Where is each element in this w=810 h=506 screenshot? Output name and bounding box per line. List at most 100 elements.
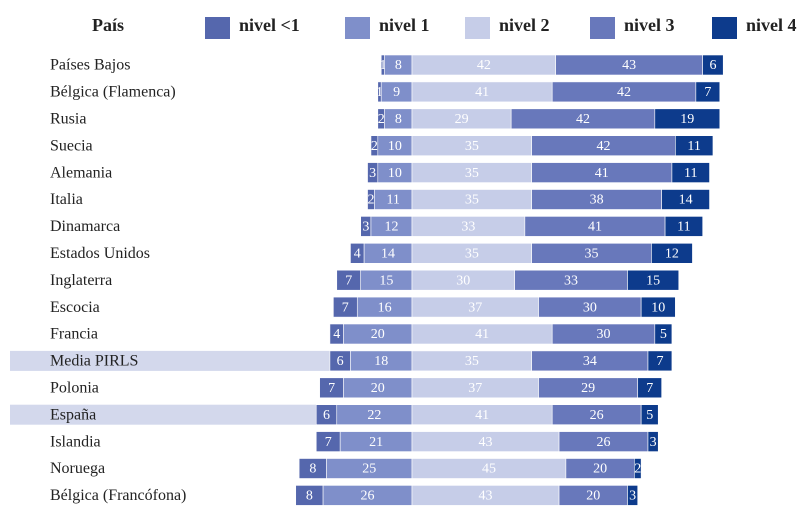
- value-label: 14: [679, 193, 693, 208]
- value-label: 35: [585, 247, 599, 262]
- value-label: 6: [323, 408, 330, 423]
- value-label: 42: [477, 58, 491, 73]
- value-label: 6: [337, 354, 344, 369]
- bar-segment: [640, 404, 659, 426]
- value-label: 10: [651, 300, 665, 315]
- value-label: 33: [461, 220, 475, 235]
- value-label: 35: [465, 139, 479, 154]
- row-label: Bélgica (Flamenca): [50, 84, 176, 101]
- bar-segment: [627, 269, 680, 291]
- value-label: 35: [465, 354, 479, 369]
- value-label: 6: [709, 58, 716, 73]
- value-label: 38: [590, 193, 604, 208]
- value-label: 41: [475, 85, 489, 100]
- row-label: Bélgica (Francófona): [50, 487, 186, 504]
- value-label: 7: [345, 273, 352, 288]
- value-label: 7: [656, 354, 663, 369]
- row-label: Rusia: [50, 110, 86, 127]
- value-label: 26: [361, 489, 375, 504]
- row-label: Alemania: [50, 164, 112, 181]
- value-label: 8: [395, 112, 402, 127]
- row-header: País: [92, 15, 124, 35]
- value-label: 16: [378, 300, 392, 315]
- value-label: 7: [325, 435, 332, 450]
- value-label: 3: [369, 166, 376, 181]
- bar-segment: [654, 108, 721, 130]
- value-label: 7: [646, 381, 653, 396]
- value-label: 3: [650, 435, 657, 450]
- row-label: Media PIRLS: [50, 353, 138, 370]
- row-label: Islandia: [50, 433, 101, 450]
- row-label: Noruega: [50, 460, 105, 477]
- value-label: 21: [369, 435, 383, 450]
- legend-swatch: [465, 17, 490, 39]
- value-label: 1: [376, 85, 383, 100]
- value-label: 20: [586, 489, 600, 504]
- row-label: España: [50, 406, 96, 423]
- value-label: 14: [381, 247, 395, 262]
- bar-segment: [640, 296, 676, 318]
- value-label: 8: [395, 58, 402, 73]
- value-label: 7: [342, 300, 349, 315]
- value-label: 26: [590, 408, 604, 423]
- value-label: 2: [634, 462, 641, 477]
- value-label: 37: [468, 381, 482, 396]
- row-highlight: [10, 350, 330, 371]
- value-label: 7: [704, 85, 711, 100]
- legend-label: nivel 2: [499, 15, 550, 35]
- value-label: 19: [680, 112, 694, 127]
- value-label: 35: [465, 247, 479, 262]
- value-label: 4: [333, 327, 340, 342]
- bar-segment: [702, 54, 724, 76]
- value-label: 42: [597, 139, 611, 154]
- value-label: 5: [660, 327, 667, 342]
- bar-segment: [671, 162, 710, 183]
- row-label: Escocia: [50, 299, 100, 316]
- legend-swatch: [590, 17, 615, 39]
- value-label: 29: [581, 381, 595, 396]
- value-label: 8: [306, 489, 313, 504]
- value-label: 41: [588, 220, 602, 235]
- value-label: 10: [388, 139, 402, 154]
- value-label: 11: [386, 193, 399, 208]
- value-label: 42: [576, 112, 590, 127]
- value-label: 25: [362, 462, 376, 477]
- legend-swatch: [205, 17, 230, 39]
- value-label: 1: [379, 58, 386, 73]
- value-label: 3: [629, 489, 636, 504]
- legend-label: nivel <1: [239, 15, 300, 35]
- row-label: Estados Unidos: [50, 245, 150, 262]
- value-label: 29: [455, 112, 469, 127]
- value-label: 43: [622, 58, 636, 73]
- bar-segment: [633, 458, 642, 479]
- value-label: 15: [646, 273, 660, 288]
- value-label: 30: [583, 300, 597, 315]
- bar-segment: [651, 243, 693, 264]
- value-label: 2: [367, 193, 374, 208]
- value-label: 33: [564, 273, 578, 288]
- value-label: 7: [328, 381, 335, 396]
- value-label: 41: [595, 166, 609, 181]
- legend-label: nivel 3: [624, 15, 675, 35]
- bar-segment: [647, 350, 673, 372]
- value-label: 45: [482, 462, 496, 477]
- value-label: 10: [388, 166, 402, 181]
- value-label: 41: [475, 408, 489, 423]
- bar-segment: [664, 216, 704, 237]
- row-label: Inglaterra: [50, 272, 112, 289]
- value-label: 2: [378, 112, 385, 127]
- row-label: Italia: [50, 191, 83, 208]
- value-label: 30: [597, 327, 611, 342]
- row-label: Francia: [50, 326, 98, 343]
- bar-segment: [647, 431, 659, 452]
- bar-segment: [637, 377, 662, 399]
- value-label: 41: [475, 327, 489, 342]
- value-label: 22: [367, 408, 381, 423]
- value-label: 43: [479, 435, 493, 450]
- value-label: 5: [646, 408, 653, 423]
- value-label: 20: [371, 381, 385, 396]
- bar-segment: [654, 323, 673, 345]
- value-label: 8: [309, 462, 316, 477]
